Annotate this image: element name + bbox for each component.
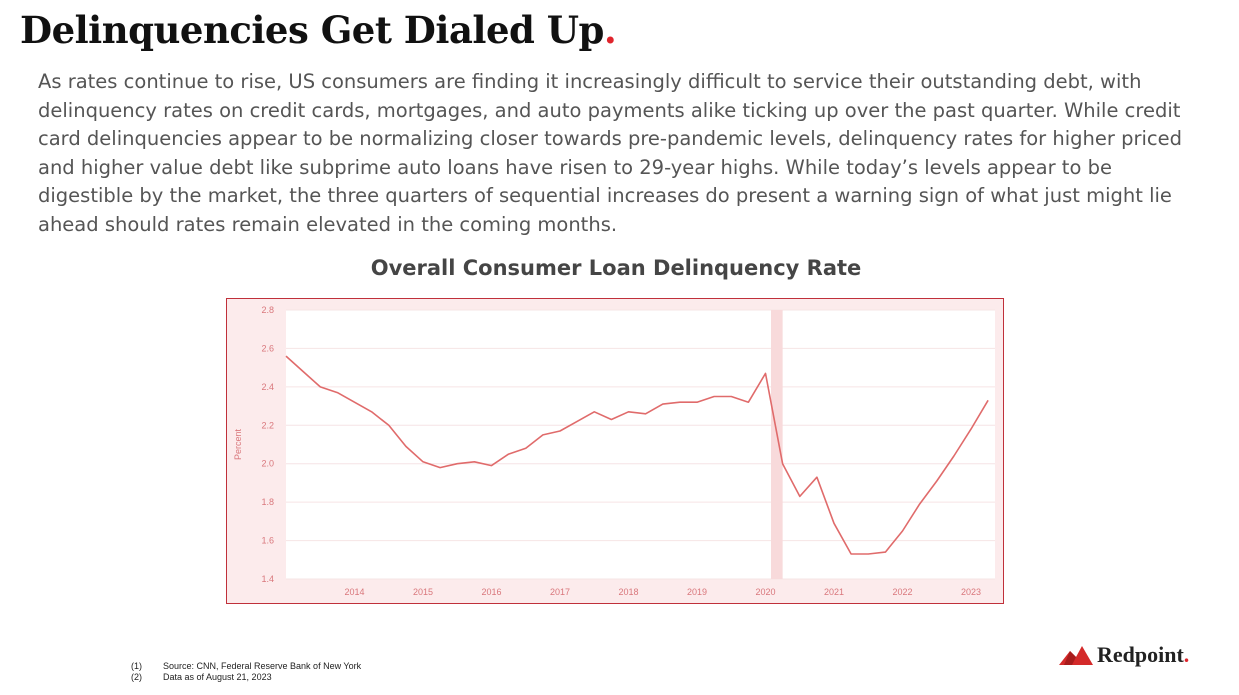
data-point: [799, 495, 801, 497]
data-point: [970, 428, 972, 430]
y-tick-label: 1.6: [261, 536, 274, 546]
data-point: [987, 399, 989, 401]
data-point: [576, 420, 578, 422]
data-point: [644, 413, 646, 415]
y-tick-label: 2.2: [261, 420, 274, 430]
footnote-number: (1): [131, 661, 142, 671]
page-title: Delinquencies Get Dialed Up.: [20, 8, 617, 52]
redpoint-logo: Redpoint.: [1059, 642, 1189, 668]
data-point: [422, 461, 424, 463]
y-tick-label: 1.4: [261, 574, 274, 584]
data-point: [559, 430, 561, 432]
data-point: [593, 411, 595, 413]
footnote-number: (2): [131, 672, 142, 682]
data-point: [388, 424, 390, 426]
logo-wordmark: Redpoint.: [1097, 642, 1190, 667]
y-axis-label: Percent: [233, 428, 243, 460]
data-point: [627, 411, 629, 413]
data-point: [370, 411, 372, 413]
recession-band: [770, 310, 783, 579]
mountain-icon: [1059, 646, 1093, 665]
data-point: [679, 401, 681, 403]
data-point: [302, 370, 304, 372]
x-tick-label: 2022: [893, 587, 913, 597]
data-point: [901, 530, 903, 532]
x-tick-label: 2014: [344, 587, 364, 597]
data-point: [525, 447, 527, 449]
footnote-text: Data as of August 21, 2023: [163, 672, 272, 682]
data-point: [936, 480, 938, 482]
footnotes: (1) Source: CNN, Federal Reserve Bank of…: [131, 661, 361, 683]
data-point: [507, 453, 509, 455]
y-tick-label: 2.8: [261, 305, 274, 315]
title-accent-dot: .: [603, 8, 617, 52]
y-tick-label: 1.8: [261, 497, 274, 507]
data-point: [473, 461, 475, 463]
y-tick-label: 2.4: [261, 382, 274, 392]
data-point: [918, 503, 920, 505]
data-point: [713, 395, 715, 397]
data-point: [336, 391, 338, 393]
footnote-text: Source: CNN, Federal Reserve Bank of New…: [163, 661, 362, 671]
x-tick-label: 2015: [413, 587, 433, 597]
data-point: [884, 551, 886, 553]
data-point: [781, 463, 783, 465]
data-point: [730, 395, 732, 397]
x-tick-label: 2017: [550, 587, 570, 597]
x-tick-label: 2020: [756, 587, 776, 597]
x-tick-label: 2021: [824, 587, 844, 597]
data-point: [353, 401, 355, 403]
data-point: [850, 553, 852, 555]
data-point: [405, 445, 407, 447]
data-point: [764, 372, 766, 374]
plot-area: [286, 310, 995, 579]
x-tick-label: 2016: [481, 587, 501, 597]
footnote-row: (2) Data as of August 21, 2023: [131, 672, 361, 683]
data-point: [456, 463, 458, 465]
x-tick-label: 2023: [961, 587, 981, 597]
data-point: [439, 466, 441, 468]
data-point: [610, 418, 612, 420]
data-point: [285, 355, 287, 357]
x-tick-label: 2018: [618, 587, 638, 597]
data-point: [833, 522, 835, 524]
x-tick-label: 2019: [687, 587, 707, 597]
data-point: [867, 553, 869, 555]
data-point: [816, 476, 818, 478]
series-line: [285, 355, 989, 555]
logo-accent-dot: .: [1183, 642, 1190, 667]
data-point: [490, 464, 492, 466]
data-point: [696, 401, 698, 403]
data-point: [319, 386, 321, 388]
y-tick-label: 2.6: [261, 343, 274, 353]
intro-paragraph: As rates continue to rise, US consumers …: [38, 70, 1183, 236]
line-chart: 1.4 1.6 1.8 2.0 2.2 2.4 2.6 2.8 2014 2015 2016 2017…: [233, 305, 995, 597]
y-tick-label: 2.0: [261, 459, 274, 469]
data-point: [662, 403, 664, 405]
data-point: [747, 401, 749, 403]
data-point: [542, 434, 544, 436]
chart-panel: 1.4 1.6 1.8 2.0 2.2 2.4 2.6 2.8 2014 2015 2016 2017…: [226, 298, 1004, 604]
footnote-row: (1) Source: CNN, Federal Reserve Bank of…: [131, 661, 361, 672]
chart-title: Overall Consumer Loan Delinquency Rate: [370, 256, 862, 280]
data-point: [953, 455, 955, 457]
